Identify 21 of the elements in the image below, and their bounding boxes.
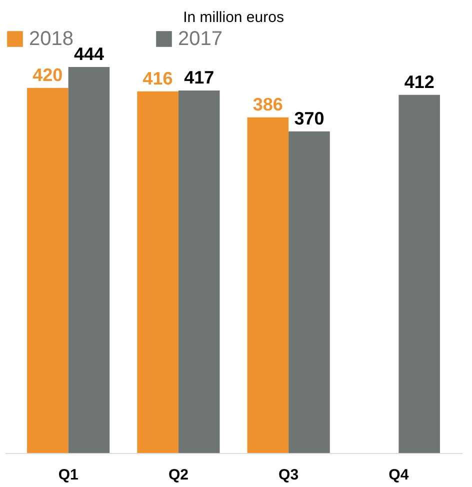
x-tick-label: Q4 (388, 466, 410, 484)
bar (27, 88, 68, 453)
bar (178, 90, 220, 453)
legend-label: 2017 (178, 28, 222, 50)
data-label: 370 (294, 108, 324, 128)
data-label: 417 (184, 67, 214, 88)
data-label: 420 (32, 64, 63, 85)
data-label: 412 (404, 72, 434, 92)
data-label: 444 (74, 44, 104, 64)
bar (288, 131, 330, 453)
bar (137, 91, 178, 453)
bar (247, 117, 289, 453)
bar (398, 94, 440, 453)
x-tick-label: Q3 (278, 466, 299, 484)
data-label: 416 (142, 68, 173, 88)
data-label: 386 (252, 94, 283, 114)
bar (68, 67, 110, 453)
x-tick-label: Q2 (168, 466, 188, 484)
x-tick-label: Q1 (58, 466, 78, 484)
legend-label: 2018 (29, 28, 74, 50)
chart-title: In million euros (183, 9, 284, 26)
